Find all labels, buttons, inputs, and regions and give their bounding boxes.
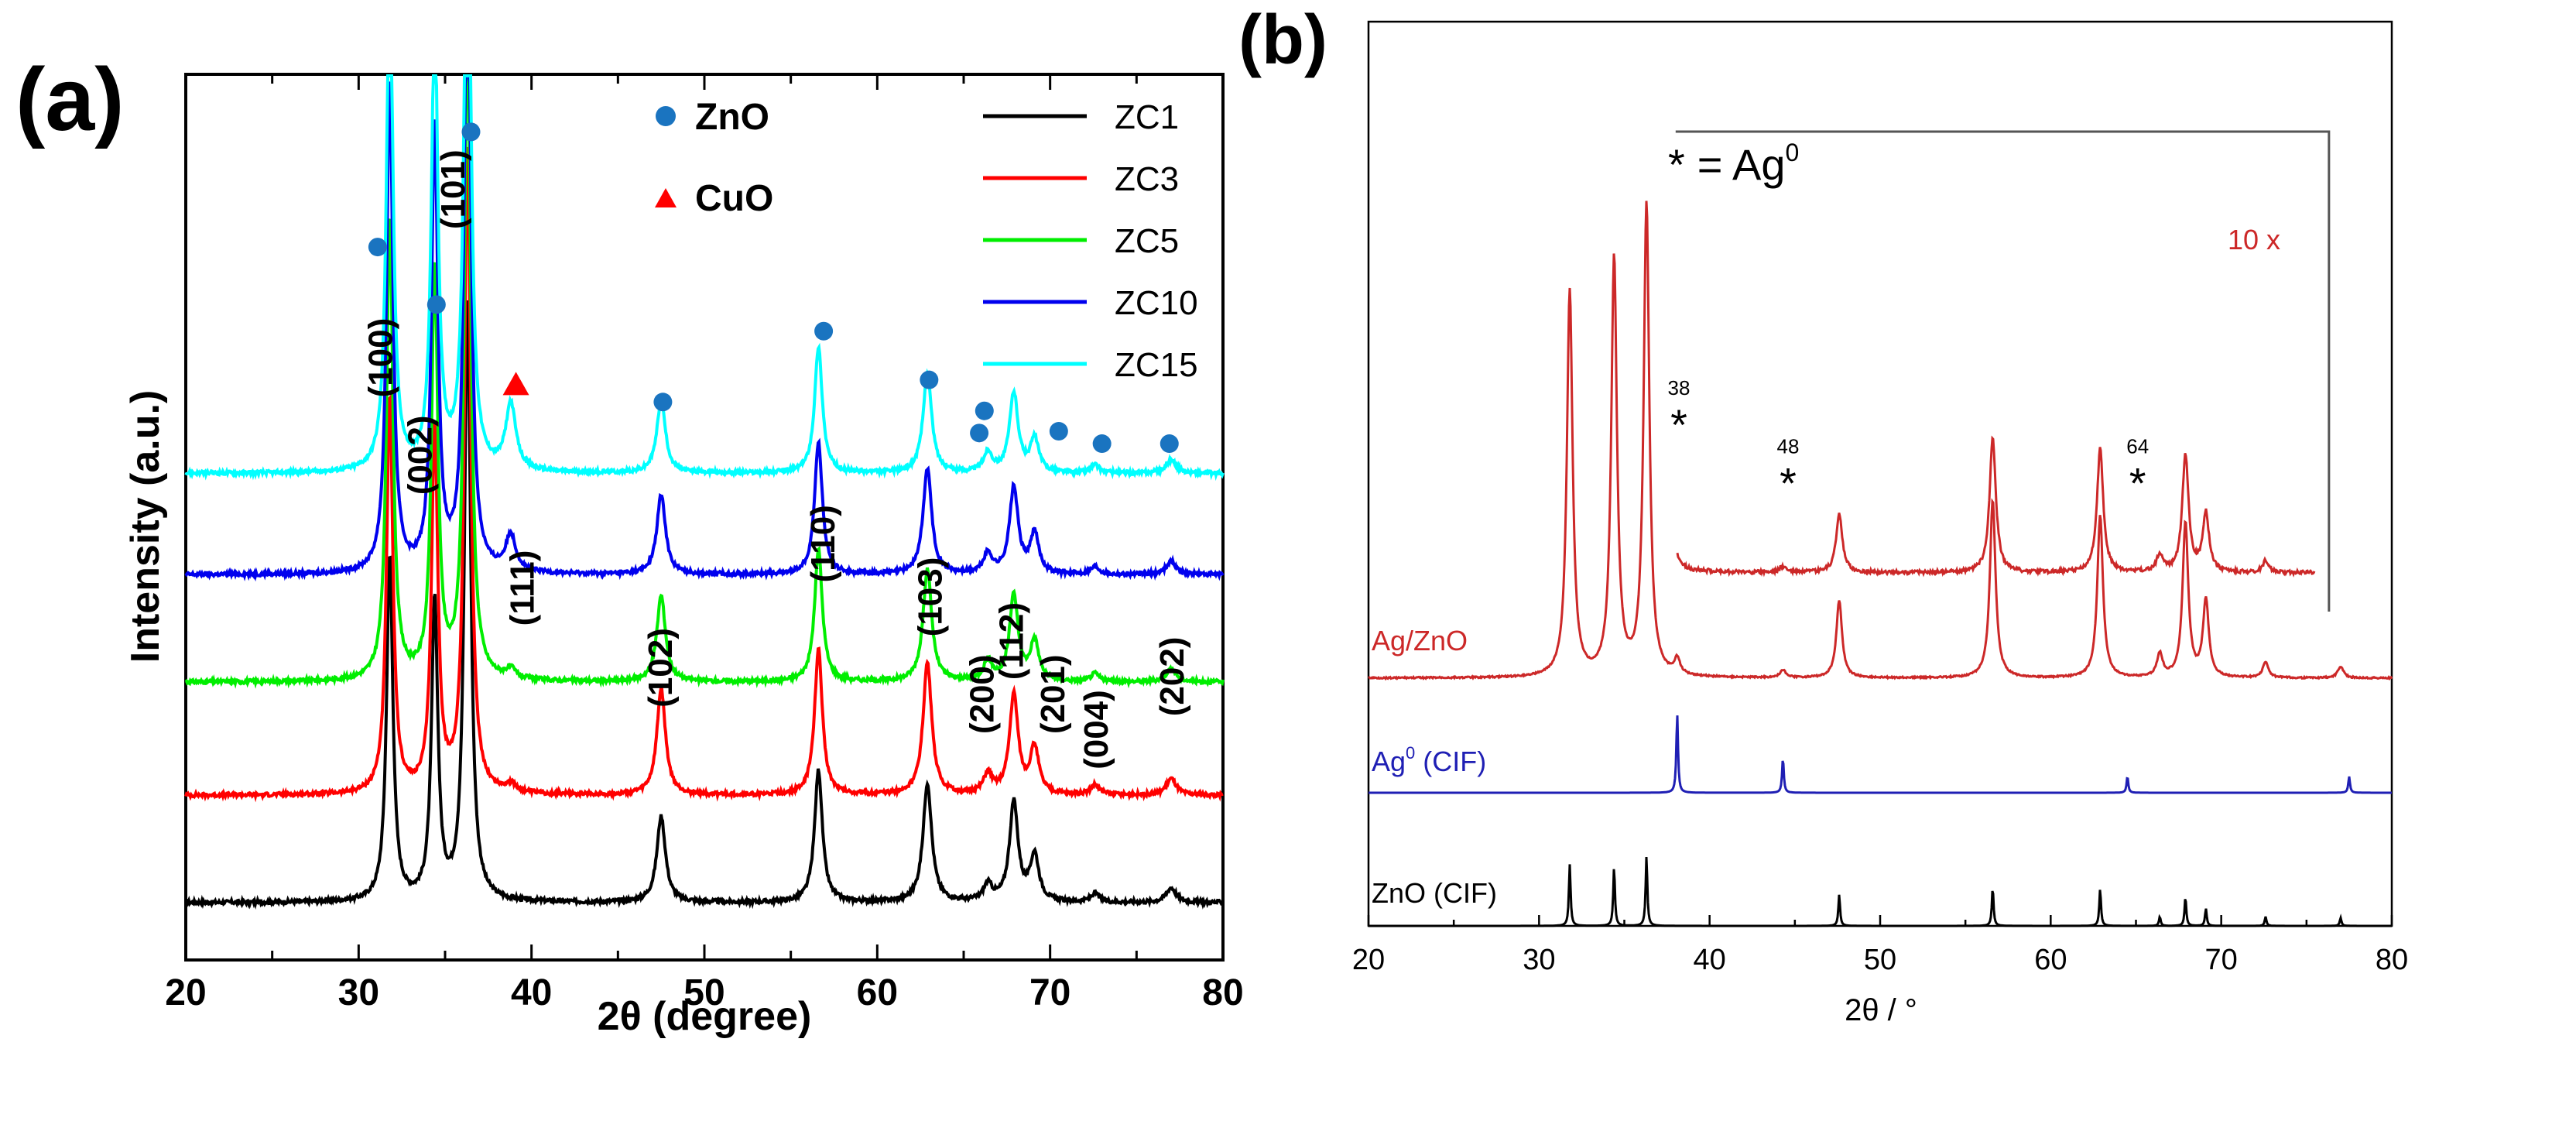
series-line-zc5 bbox=[184, 74, 1225, 689]
x-tick-label: 80 bbox=[2376, 944, 2408, 976]
panel-b-star-marks: 38* 48*64* bbox=[1668, 376, 2150, 508]
zno-peak-marker bbox=[653, 393, 673, 412]
legend-label-zc5: ZC5 bbox=[1115, 222, 1179, 260]
zno-peak-marker bbox=[920, 370, 939, 389]
series-label-zno-cif: ZnO (CIF) bbox=[1372, 877, 1497, 909]
hkl-label: (002) bbox=[402, 416, 440, 495]
hkl-label: (200) bbox=[964, 654, 1002, 734]
zno-legend-label: ZnO bbox=[695, 97, 769, 138]
zoom-inset-box bbox=[1675, 130, 2331, 612]
zno-peak-marker bbox=[975, 401, 994, 420]
series-line-zc1 bbox=[185, 300, 1225, 910]
series-line-zc15 bbox=[184, 74, 1225, 482]
panel-b-series-group bbox=[1368, 201, 2393, 927]
legend-label-zc1: ZC1 bbox=[1115, 98, 1179, 136]
panel-b-plot-frame bbox=[1367, 20, 2393, 927]
zno-peak-marker bbox=[1160, 434, 1179, 454]
x-tick-label: 80 bbox=[1202, 972, 1243, 1013]
zoom-box-outline bbox=[1675, 130, 2331, 612]
hkl-label: (112) bbox=[993, 602, 1031, 680]
series-label-ag-cif: Ag0 (CIF) bbox=[1372, 743, 1486, 777]
hkl-label: (202) bbox=[1153, 637, 1191, 717]
series-line-zc3 bbox=[184, 146, 1224, 803]
panel-a-series-group bbox=[184, 74, 1225, 910]
series-label-ag-zno: Ag/ZnO bbox=[1372, 625, 1468, 656]
zno-peak-marker bbox=[426, 295, 446, 314]
panel-a-phase-legend: ZnO CuO bbox=[655, 97, 773, 219]
series-line-ag-zno-zoomed bbox=[1676, 435, 2316, 578]
star-peak-marker: * bbox=[2129, 459, 2146, 508]
legend-label-zc3: ZC3 bbox=[1115, 160, 1179, 198]
legend-label-zc15: ZC15 bbox=[1115, 346, 1198, 384]
zno-legend-marker bbox=[656, 106, 676, 126]
legend-label-zc10: ZC10 bbox=[1115, 284, 1198, 322]
ag-cif-label-sup: 0 bbox=[1406, 743, 1415, 763]
hkl-label: (101) bbox=[434, 149, 472, 229]
zno-peak-marker bbox=[461, 122, 481, 142]
x-tick-label: 20 bbox=[1352, 944, 1385, 976]
x-tick-label: 50 bbox=[1864, 944, 1896, 976]
cuo-legend-marker bbox=[655, 188, 677, 207]
zno-peak-marker bbox=[1049, 422, 1068, 441]
zno-peak-marker bbox=[970, 423, 989, 443]
x-tick-label: 30 bbox=[1523, 944, 1555, 976]
panel-b-series-labels: Ag/ZnO Ag0 (CIF) ZnO (CIF) bbox=[1372, 625, 1497, 909]
x-tick-label: 70 bbox=[1029, 972, 1070, 1013]
panel-a-series-legend: ZC1 ZC3 ZC5 ZC10 ZC15 bbox=[983, 98, 1198, 384]
star-peak-number: 38 bbox=[1668, 376, 1690, 399]
x-tick-label: 70 bbox=[2205, 944, 2238, 976]
panel-b-label: (b) bbox=[1238, 2, 1327, 79]
x-tick-label: 40 bbox=[511, 972, 552, 1013]
panel-a: (a) 20 30 40 50 60 70 80 (100)(002)(101)(111)(… bbox=[15, 50, 1244, 1039]
series-line-zc10 bbox=[184, 74, 1225, 582]
star-symbol: * bbox=[1668, 140, 1685, 189]
hkl-label: (103) bbox=[912, 557, 950, 637]
star-peak-marker: * bbox=[1670, 400, 1687, 449]
star-peak-number: 64 bbox=[2126, 435, 2149, 458]
cuo-legend-label: CuO bbox=[695, 178, 773, 219]
series-line-ag-cif bbox=[1368, 715, 2392, 794]
hkl-label: (110) bbox=[804, 505, 842, 582]
panel-a-x-axis-label: 2θ (degree) bbox=[598, 994, 812, 1039]
zoom-factor-label: 10 x bbox=[2228, 224, 2280, 255]
x-tick-label: 50 bbox=[683, 972, 724, 1013]
series-line-ag-zno bbox=[1368, 201, 2393, 681]
star-legend-text: = Ag bbox=[1697, 140, 1786, 189]
zno-peak-marker bbox=[368, 238, 387, 257]
hkl-label: (100) bbox=[361, 318, 399, 398]
panel-a-phase-markers bbox=[368, 122, 1179, 454]
panel-b-ticks: 20 30 40 50 60 70 80 bbox=[1352, 915, 2408, 976]
x-tick-label: 40 bbox=[1694, 944, 1726, 976]
hkl-label: (102) bbox=[642, 628, 680, 708]
panel-b: (b) 20 30 40 50 60 70 80 38* 48*64* * = Ag0 10 x… bbox=[1238, 2, 2408, 1027]
silver-star-legend: * = Ag0 bbox=[1668, 139, 1799, 189]
panel-a-ticks: 20 30 40 50 60 70 80 bbox=[165, 74, 1244, 1013]
hkl-label: (004) bbox=[1077, 690, 1115, 770]
zno-peak-marker bbox=[1092, 434, 1112, 454]
x-tick-label: 30 bbox=[338, 972, 379, 1013]
zno-peak-marker bbox=[814, 321, 834, 341]
ag-cif-label-base: Ag bbox=[1372, 746, 1406, 777]
x-tick-label: 20 bbox=[165, 972, 206, 1013]
cuo-peak-marker bbox=[502, 372, 529, 396]
star-peak-marker: * bbox=[1780, 459, 1797, 508]
x-tick-label: 60 bbox=[857, 972, 898, 1013]
panel-a-label: (a) bbox=[15, 50, 125, 149]
panel-b-x-axis-label: 2θ / ° bbox=[1845, 993, 1917, 1027]
x-tick-label: 60 bbox=[2034, 944, 2067, 976]
hkl-label: (111) bbox=[504, 550, 542, 626]
panel-a-hkl-labels: (100)(002) (101) (111) (102) (110) (103) (200)… bbox=[361, 149, 1191, 770]
panel-a-y-axis-label: Intensity (a.u.) bbox=[123, 390, 168, 663]
star-peak-number: 48 bbox=[1777, 435, 1800, 458]
star-legend-sup: 0 bbox=[1785, 139, 1799, 166]
ag-cif-label-rest: (CIF) bbox=[1415, 746, 1486, 777]
hkl-label: (201) bbox=[1034, 654, 1072, 734]
